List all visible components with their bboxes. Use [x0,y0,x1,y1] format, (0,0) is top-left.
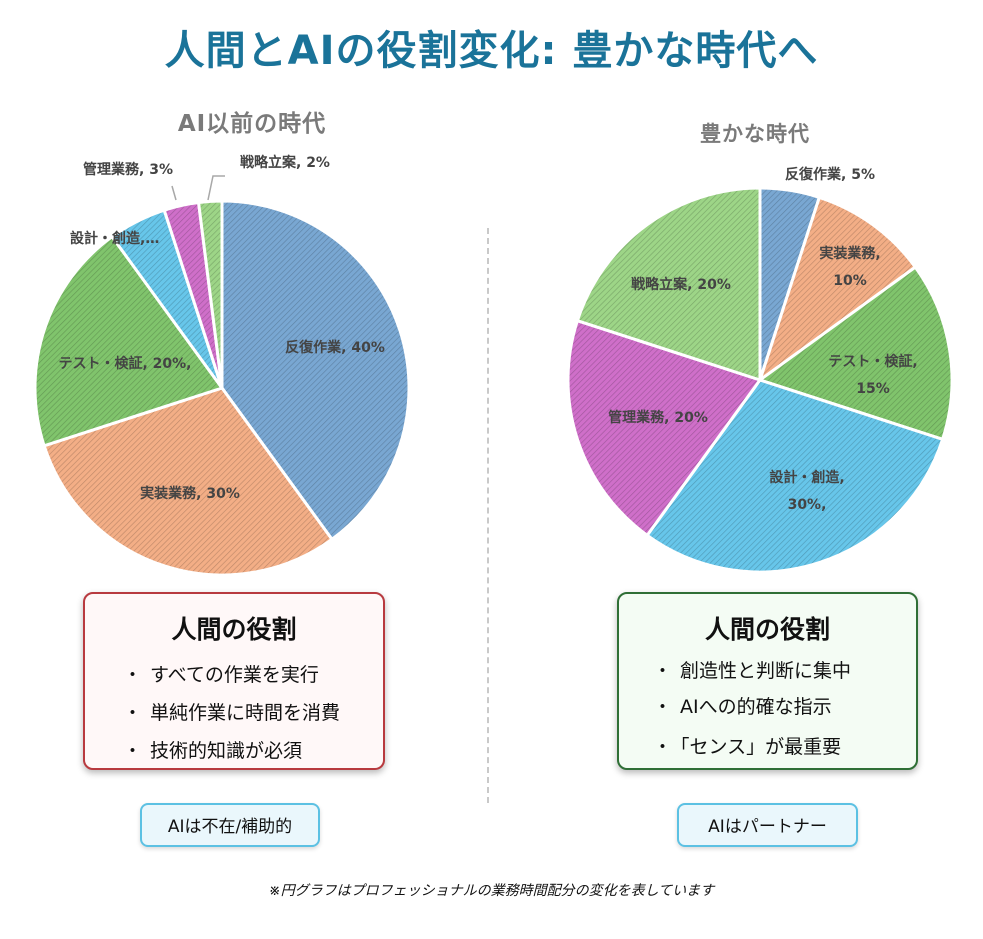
slice-label: テスト・検証, 15% [828,353,917,397]
slice-label: 反復作業, 40% [285,339,385,356]
right-chart-title: 豊かな時代 [700,122,810,146]
left-pie-chart: 反復作業, 40% 実装業務, 30% テスト・検証, 20%, 設計・創造,… 管理業… [33,154,411,577]
right-pie-chart: 反復作業, 5% 実装業務, 10% テスト・検証, 15% 設計・創造, 30%, 管理業務… [566,166,954,574]
right-role-heading: 人間の役割 [704,615,830,644]
right-ai-status-tag: AIはパートナー [677,803,858,847]
slice-label: テスト・検証, 20%, [58,355,191,372]
right-role-item: ・創造性と判断に集中 [653,660,852,682]
left-role-item: ・単純作業に時間を消費 [123,702,341,724]
right-role-item: ・「センス」が最重要 [653,736,842,758]
center-divider [487,228,489,803]
slice-label: 実装業務, 10% [819,245,880,289]
left-role-card: 人間の役割 ・すべての作業を実行 ・単純作業に時間を消費 ・技術的知識が必須 [83,592,385,770]
pie-slice [220,199,411,542]
page-title: 人間とAIの役割変化: 豊かな時代へ [164,28,819,74]
right-role-card: 人間の役割 ・創造性と判断に集中 ・ AIへの的確な指示 ・「センス」が最重要 [617,592,918,770]
pie-slice [42,386,335,577]
pie-slice [645,378,945,574]
slice-label: 戦略立案, 2% [240,154,330,171]
left-ai-status-tag: AIは不在/補助的 [140,803,320,847]
pie-slice [196,199,224,389]
left-chart-title: AI以前の時代 [178,110,326,137]
left-role-heading: 人間の役割 [171,615,297,644]
pie-slice [757,195,918,384]
pie-slice [756,265,954,442]
pie-slice [566,318,763,538]
right-role-item: ・ AIへの的確な指示 [653,696,832,718]
pie-slice [33,234,225,448]
slice-label: 設計・創造,… [70,230,159,247]
leader-line [207,175,225,201]
pie-slice [575,186,762,383]
slice-label: 設計・創造, 30%, [769,469,844,513]
pie-charts: AI以前の時代 豊かな時代 反復作業, 40% 実装業務, 30% テスト・検証, … [33,110,954,577]
left-role-item: ・すべての作業を実行 [123,664,319,686]
left-role-item: ・技術的知識が必須 [123,740,303,762]
slice-label: 戦略立案, 20% [631,276,731,293]
slice-label: 実装業務, 30% [140,485,240,502]
slice-label: 反復作業, 5% [785,166,875,183]
footnote: ※円グラフはプロフェッショナルの業務時間配分の変化を表しています [268,883,715,899]
leader-line [171,185,177,201]
slice-label: 管理業務, 20% [608,409,708,426]
slice-label: 管理業務, 3% [83,161,173,178]
